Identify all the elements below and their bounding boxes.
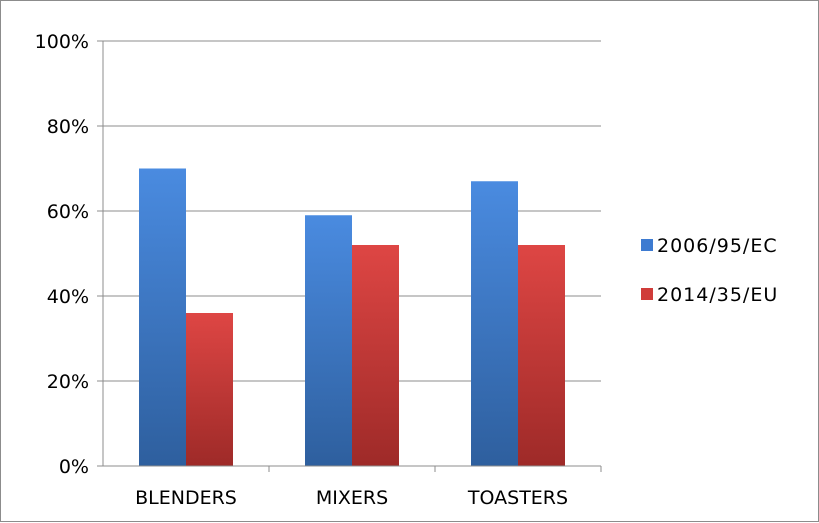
bar-blenders-series-0 xyxy=(139,168,186,466)
legend: 2006/95/EC 2014/35/EU xyxy=(641,235,778,306)
x-category-label: MIXERS xyxy=(316,487,388,509)
legend-label: 2014/35/EU xyxy=(657,284,778,306)
x-category-label: BLENDERS xyxy=(135,487,237,509)
bar-blenders-series-1 xyxy=(186,313,233,466)
y-tick-label: 60% xyxy=(47,201,89,223)
legend-swatch xyxy=(641,288,653,300)
y-tick-label: 0% xyxy=(59,456,89,478)
bar-mixers-series-1 xyxy=(352,245,399,466)
legend-swatch xyxy=(641,239,653,251)
bar-toasters-series-0 xyxy=(471,181,518,466)
bars xyxy=(139,168,565,466)
labels: 0% 20% 40% 60% 80% 100% BLENDERS MIXERS TOASTERS xyxy=(35,31,568,509)
axes xyxy=(102,41,602,472)
y-tick-label: 80% xyxy=(47,116,89,138)
bar-toasters-series-1 xyxy=(518,245,565,466)
y-tick-label: 100% xyxy=(35,31,89,53)
y-tick-label: 20% xyxy=(47,371,89,393)
y-tick-label: 40% xyxy=(47,286,89,308)
x-category-label: TOASTERS xyxy=(467,487,568,509)
legend-label: 2006/95/EC xyxy=(657,235,778,257)
bar-mixers-series-0 xyxy=(305,215,352,466)
